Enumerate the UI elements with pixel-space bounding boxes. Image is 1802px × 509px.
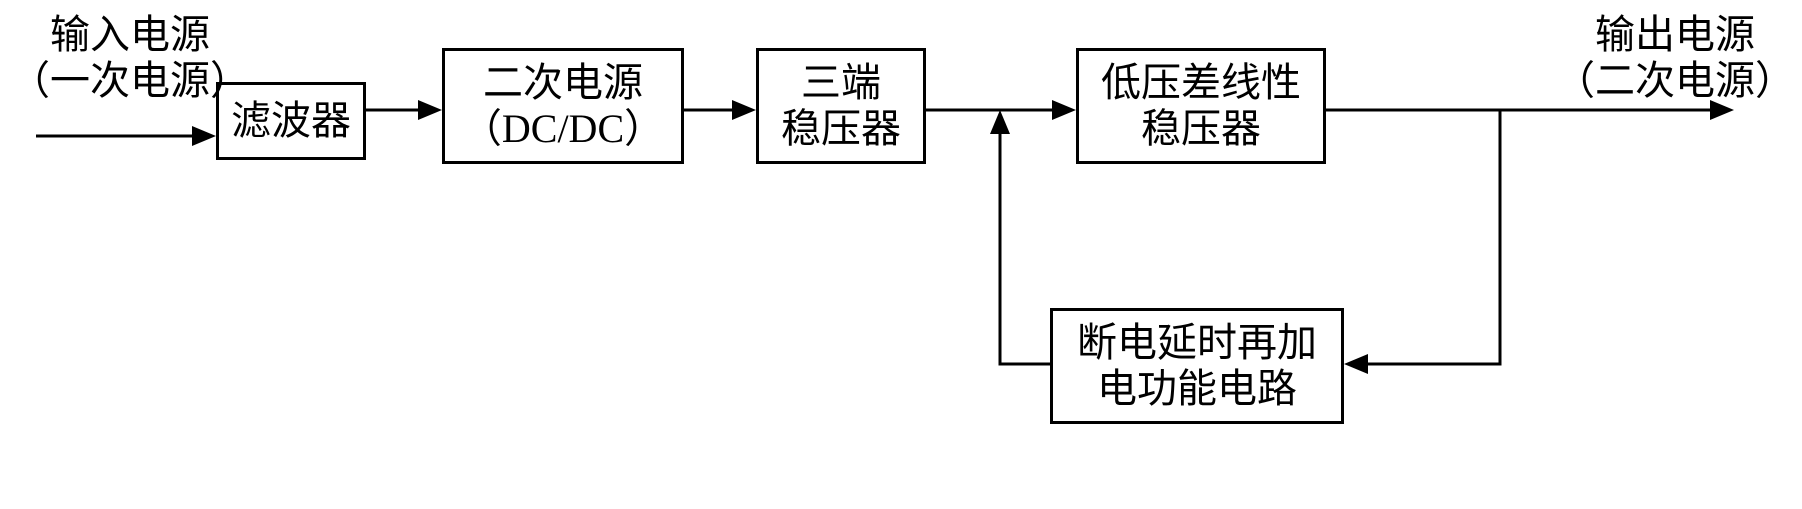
output-line1: 输出电源 <box>1595 12 1755 57</box>
delay-to-mid-head <box>990 110 1010 134</box>
threet-text2: 稳压器 <box>781 106 901 152</box>
dcdc-text1: 二次电源 <box>483 60 643 106</box>
filter-box: 滤波器 <box>216 82 366 160</box>
three-terminal-box: 三端 稳压器 <box>756 48 926 164</box>
out-to-delay-head <box>1344 354 1368 374</box>
dcdc-box: 二次电源 （DC/DC） <box>442 48 684 164</box>
diagram-canvas: 输入电源 （一次电源） 输出电源 （二次电源） 滤波器 二次电源 （DC/DC）… <box>0 0 1802 509</box>
input-line1: 输入电源 <box>50 12 210 57</box>
dcdc-to-threet-head <box>732 100 756 120</box>
output-power-label: 输出电源 （二次电源） <box>1545 12 1802 104</box>
ldo-text2: 稳压器 <box>1141 106 1261 152</box>
threet-text1: 三端 <box>801 60 881 106</box>
input-line2: （一次电源） <box>10 58 250 103</box>
ldo-text1: 低压差线性 <box>1101 60 1301 106</box>
delay-to-mid <box>1000 134 1050 364</box>
output-line2: （二次电源） <box>1555 58 1795 103</box>
dcdc-text2: （DC/DC） <box>462 106 664 152</box>
filter-to-dcdc-head <box>418 100 442 120</box>
delay-text2: 电功能电路 <box>1097 366 1297 412</box>
out-to-delay <box>1368 110 1500 364</box>
delay-text1: 断电延时再加 <box>1077 320 1317 366</box>
threet-to-ldo-head <box>1052 100 1076 120</box>
delay-circuit-box: 断电延时再加 电功能电路 <box>1050 308 1344 424</box>
ldo-box: 低压差线性 稳压器 <box>1076 48 1326 164</box>
filter-text: 滤波器 <box>231 98 351 144</box>
in-to-filter-head <box>192 126 216 146</box>
